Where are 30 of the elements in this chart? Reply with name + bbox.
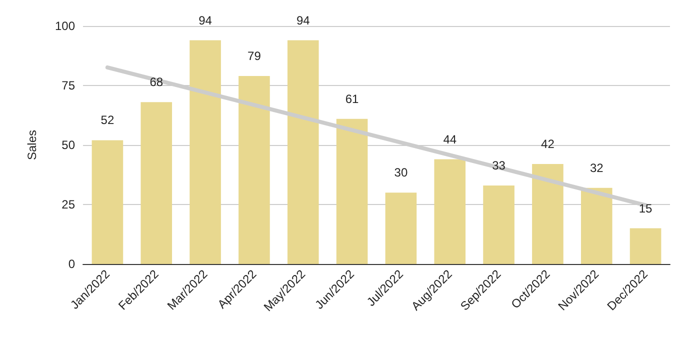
data-label: 30 [394, 166, 408, 180]
bar [287, 40, 319, 264]
data-label: 68 [150, 75, 164, 90]
data-label: 33 [492, 158, 506, 172]
bar [630, 228, 662, 264]
data-label: 15 [638, 201, 653, 216]
bar [92, 140, 124, 264]
y-tick-label: 100 [54, 19, 76, 33]
y-axis-title: Sales [25, 130, 39, 160]
data-label: 32 [590, 160, 604, 175]
data-label: 44 [443, 132, 457, 146]
bar [385, 192, 417, 264]
bar [238, 76, 270, 264]
bar [140, 102, 172, 264]
data-label: 94 [198, 13, 212, 28]
data-label: 79 [248, 48, 262, 63]
y-tick-label: 75 [62, 78, 76, 92]
bar [336, 118, 368, 264]
data-label: 94 [296, 13, 310, 28]
y-tick-label: 50 [62, 138, 76, 152]
data-label: 52 [100, 113, 114, 128]
bar [580, 188, 612, 264]
bar [190, 40, 221, 264]
bar [532, 164, 564, 264]
y-tick-label: 25 [62, 198, 76, 212]
data-label: 61 [345, 92, 360, 106]
data-label: 42 [541, 137, 555, 152]
bar [434, 159, 466, 264]
bar [483, 185, 514, 264]
y-tick-label: 0 [68, 257, 76, 271]
